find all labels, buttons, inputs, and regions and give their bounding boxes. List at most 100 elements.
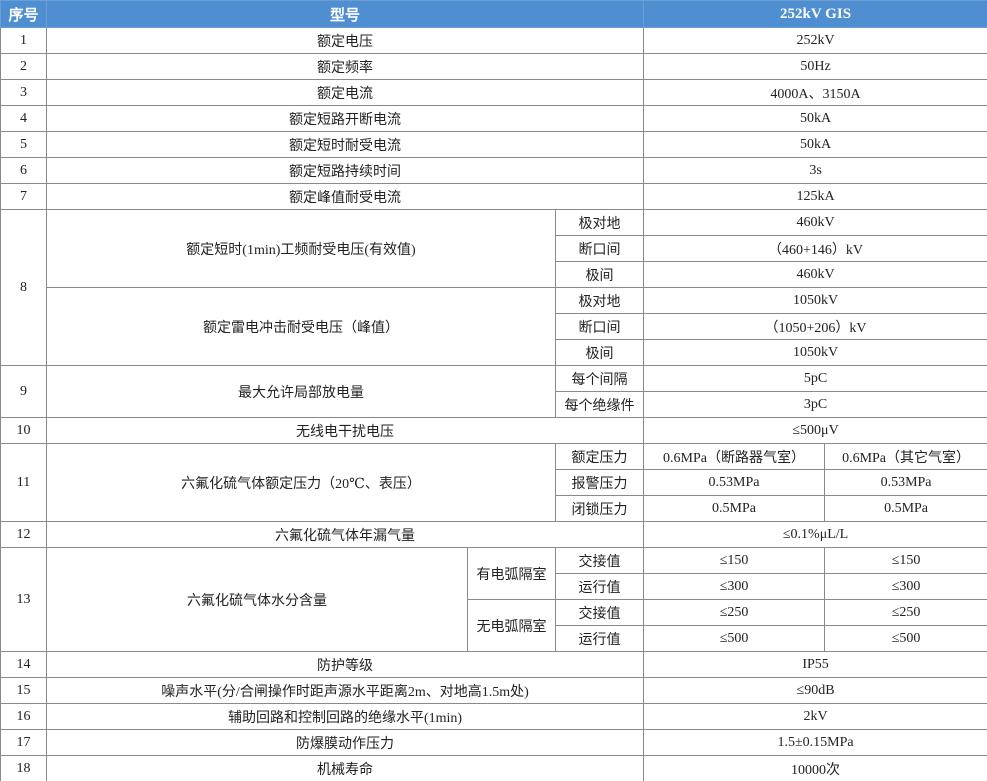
label: 运行值: [554, 573, 645, 600]
value: ≤500: [824, 625, 987, 652]
value: ≤90dB: [643, 677, 987, 704]
value: 0.6MPa（其它气室）: [824, 443, 987, 470]
name: 额定短路开断电流: [45, 105, 645, 132]
name: 六氟化硫气体年漏气量: [45, 521, 645, 548]
row: 无电弧隔室 交接值 ≤250 ≤250: [1, 599, 987, 652]
name: 最大允许局部放电量: [46, 365, 556, 418]
value: 1050kV: [643, 339, 987, 366]
label: 闭锁压力: [554, 495, 645, 522]
label: 极对地: [554, 287, 645, 314]
group: 无电弧隔室: [467, 599, 556, 652]
name: 无线电干扰电压: [45, 417, 645, 444]
group: 有电弧隔室: [467, 547, 556, 600]
row: 10 无线电干扰电压 ≤500μV: [0, 417, 987, 444]
row: 15 噪声水平(分/合闸操作时距声源水平距离2m、对地高1.5m处) ≤90dB: [0, 677, 987, 704]
no: 5: [0, 131, 47, 158]
row: 闭锁压力 0.5MPa 0.5MPa: [1, 495, 987, 522]
row: 5 额定短时耐受电流 50kA: [0, 131, 987, 158]
no: 12: [0, 521, 47, 548]
header-cell: 序号: [0, 0, 47, 28]
row: 3 额定电流 4000A、3150A: [0, 79, 987, 106]
header-row: 序号 型号 252kV GIS: [0, 0, 987, 28]
value: 50Hz: [643, 53, 987, 80]
row: 极间 460kV: [1, 261, 987, 288]
no: 3: [0, 79, 47, 106]
value: ≤500μV: [643, 417, 987, 444]
label: 极对地: [554, 209, 645, 236]
value: IP55: [643, 651, 987, 678]
value: （460+146）kV: [643, 235, 987, 262]
name: 额定短路持续时间: [45, 157, 645, 184]
value: ≤150: [643, 547, 826, 574]
row: 运行值 ≤300 ≤300: [1, 573, 987, 600]
value: ≤500: [643, 625, 826, 652]
row: 运行值 ≤500 ≤500: [1, 625, 987, 652]
value: ≤300: [824, 573, 987, 600]
row: 额定雷电冲击耐受电压（峰值） 极对地 1050kV: [1, 287, 987, 366]
row: 极间 1050kV: [1, 339, 987, 366]
value: 0.6MPa（断路器气室）: [643, 443, 826, 470]
row: 4 额定短路开断电流 50kA: [0, 105, 987, 132]
value: 125kA: [643, 183, 987, 210]
header-cell: 252kV GIS: [643, 0, 987, 28]
label: 断口间: [554, 313, 645, 340]
value: 3s: [643, 157, 987, 184]
name: 额定电流: [45, 79, 645, 106]
name: 六氟化硫气体水分含量: [46, 547, 468, 652]
label: 每个绝缘件: [554, 391, 645, 418]
no: 11: [0, 443, 47, 522]
row: 18 机械寿命 10000次: [0, 755, 987, 781]
value: 3pC: [643, 391, 987, 418]
row: 7 额定峰值耐受电流 125kA: [0, 183, 987, 210]
name: 额定峰值耐受电流: [45, 183, 645, 210]
row: 12 六氟化硫气体年漏气量 ≤0.1%μL/L: [0, 521, 987, 548]
row: 断口间 （460+146）kV: [1, 235, 987, 262]
label: 交接值: [554, 599, 645, 626]
value: 50kA: [643, 131, 987, 158]
value: 0.53MPa: [824, 469, 987, 496]
name: 防护等级: [45, 651, 645, 678]
value: 0.53MPa: [643, 469, 826, 496]
name: 额定短时耐受电流: [45, 131, 645, 158]
value: 4000A、3150A: [643, 79, 987, 106]
no: 13: [0, 547, 47, 652]
no: 9: [0, 365, 47, 418]
value: 0.5MPa: [824, 495, 987, 522]
name: 额定短时(1min)工频耐受电压(有效值): [46, 209, 556, 288]
value: ≤250: [643, 599, 826, 626]
header-cell: 型号: [45, 0, 645, 28]
no: 1: [0, 27, 47, 54]
no: 17: [0, 729, 47, 756]
row: 断口间 （1050+206）kV: [1, 313, 987, 340]
label: 极间: [554, 261, 645, 288]
value: 5pC: [643, 365, 987, 392]
row: 2 额定频率 50Hz: [0, 53, 987, 80]
value: 1.5±0.15MPa: [643, 729, 987, 756]
name: 额定雷电冲击耐受电压（峰值）: [46, 287, 556, 366]
value: ≤150: [824, 547, 987, 574]
no: 7: [0, 183, 47, 210]
value: ≤300: [643, 573, 826, 600]
value: 252kV: [643, 27, 987, 54]
no: 10: [0, 417, 47, 444]
value: 2kV: [643, 703, 987, 730]
value: ≤250: [824, 599, 987, 626]
value: 460kV: [643, 261, 987, 288]
no: 14: [0, 651, 47, 678]
no: 4: [0, 105, 47, 132]
name: 机械寿命: [45, 755, 645, 781]
name: 噪声水平(分/合闸操作时距声源水平距离2m、对地高1.5m处): [45, 677, 645, 704]
value: 1050kV: [643, 287, 987, 314]
label: 报警压力: [554, 469, 645, 496]
no: 18: [0, 755, 47, 781]
no: 2: [0, 53, 47, 80]
no: 16: [0, 703, 47, 730]
value: 460kV: [643, 209, 987, 236]
value: ≤0.1%μL/L: [643, 521, 987, 548]
no: 15: [0, 677, 47, 704]
label: 交接值: [554, 547, 645, 574]
row: 6 额定短路持续时间 3s: [0, 157, 987, 184]
value: 10000次: [643, 755, 987, 781]
row: 1 额定电压 252kV: [0, 27, 987, 54]
